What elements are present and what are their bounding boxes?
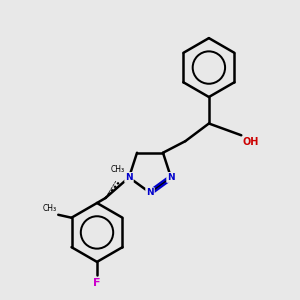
Text: CH₃: CH₃ bbox=[43, 204, 57, 213]
Text: N: N bbox=[125, 173, 133, 182]
Text: OH: OH bbox=[243, 137, 259, 147]
Text: F: F bbox=[93, 278, 101, 288]
Text: N: N bbox=[167, 173, 175, 182]
Text: N: N bbox=[146, 188, 154, 197]
Text: CH₃: CH₃ bbox=[110, 166, 124, 175]
